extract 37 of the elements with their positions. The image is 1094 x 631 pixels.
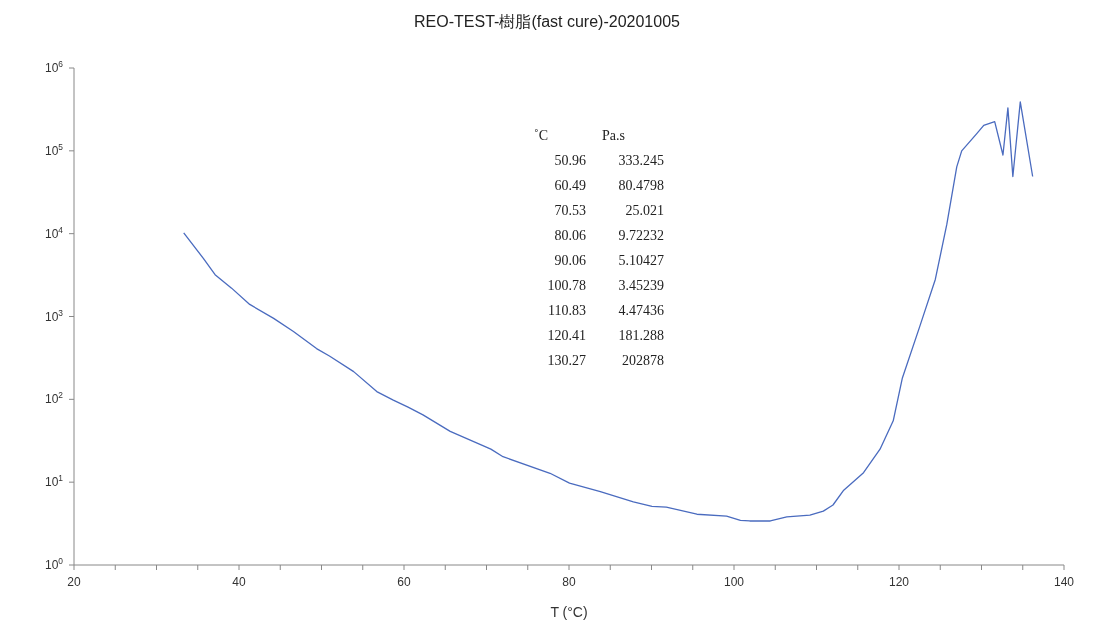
- annotation: 4.47436: [617, 302, 664, 320]
- annotation: 5.10427: [617, 252, 664, 270]
- annotation: 181.288: [617, 327, 664, 345]
- annotation: 333.245: [617, 152, 664, 170]
- x-tick-label: 100: [723, 575, 745, 589]
- y-tick-label: 10$^{3}$: [44, 307, 64, 324]
- annotation: 80.06: [553, 227, 586, 245]
- annotation: 9.72232: [617, 227, 664, 245]
- y-tick-label: 10$^{0}$: [44, 556, 64, 572]
- annotation: 130.27: [546, 352, 586, 370]
- annotation: Pa.s: [601, 127, 626, 145]
- line-series: [183, 101, 1034, 522]
- annotation: 50.96: [553, 152, 586, 170]
- annotation: 60.49: [553, 177, 586, 195]
- annotation: 80.4798: [617, 177, 664, 195]
- x-tick-label: 20: [67, 575, 81, 589]
- annotation: 110.83: [547, 302, 586, 320]
- annotation: 100.78: [546, 277, 586, 295]
- annotation: 202878: [621, 352, 664, 370]
- x-tick-label: 120: [888, 575, 910, 589]
- annotation: 120.41: [546, 327, 586, 345]
- x-tick-label: 60: [397, 575, 411, 589]
- annotation: 3.45239: [617, 277, 664, 295]
- annotation: 25.021: [624, 202, 664, 220]
- y-tick-label: 10$^{5}$: [44, 141, 64, 158]
- y-tick-label: 10$^{4}$: [44, 224, 64, 241]
- annotation: 70.53: [553, 202, 586, 220]
- annotation: ˚C: [533, 127, 549, 145]
- x-tick-label: 80: [562, 575, 576, 589]
- annotation: 90.06: [553, 252, 586, 270]
- x-axis-title: T (°C): [550, 604, 588, 620]
- chart-title: REO-TEST-樹脂(fast cure)-20201005: [413, 12, 681, 32]
- y-tick-label: 10$^{1}$: [44, 473, 64, 490]
- y-tick-label: 10$^{2}$: [44, 390, 64, 407]
- y-tick-label: 10$^{6}$: [44, 59, 64, 75]
- x-tick-label: 40: [232, 575, 246, 589]
- x-tick-label: 140: [1053, 575, 1075, 589]
